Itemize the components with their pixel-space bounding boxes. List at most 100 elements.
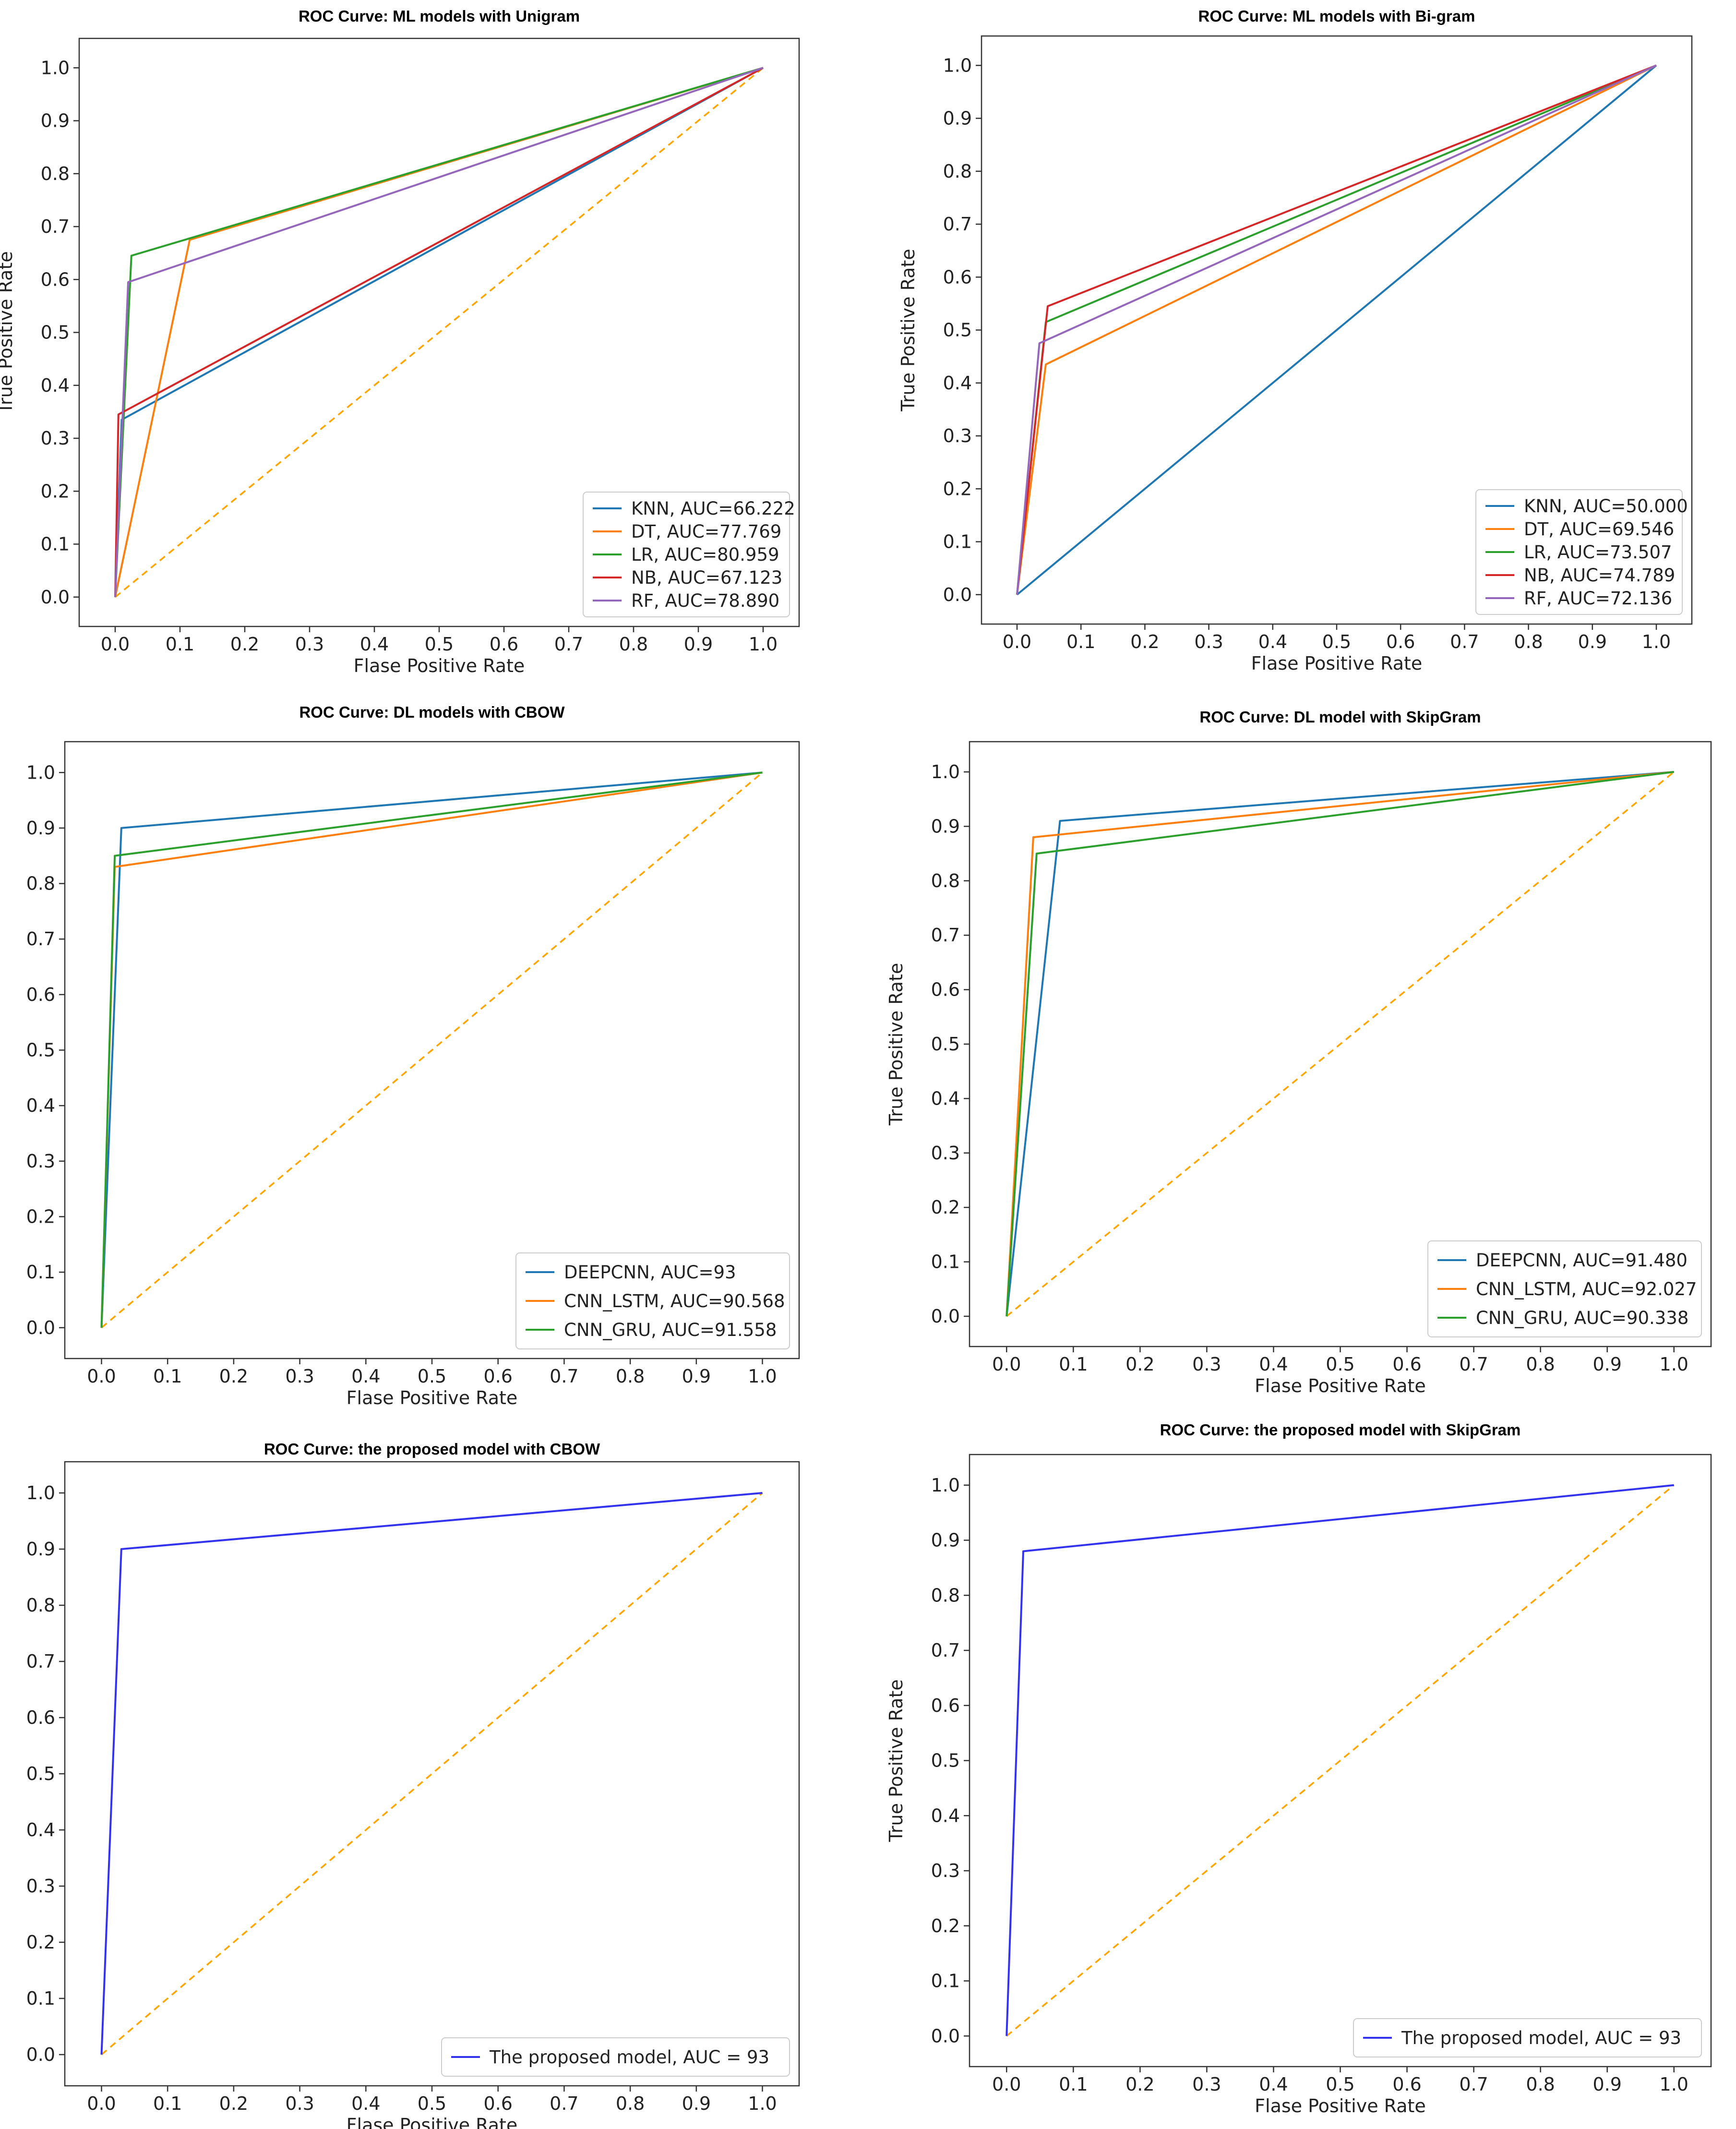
x-tick-label: 0.1 bbox=[1059, 1354, 1088, 1375]
x-tick-label: 0.0 bbox=[101, 634, 130, 655]
roc-curve-1 bbox=[1006, 771, 1674, 1317]
x-tick-label: 0.5 bbox=[418, 2093, 446, 2114]
y-axis-label: True Positive Rate bbox=[0, 1693, 2, 1856]
y-tick-label: 0.3 bbox=[41, 428, 70, 449]
x-tick-label: 0.0 bbox=[992, 2074, 1021, 2095]
y-tick-label: 0.7 bbox=[931, 925, 960, 946]
x-tick-label: 0.6 bbox=[483, 2093, 512, 2114]
x-tick-label: 0.8 bbox=[1514, 631, 1543, 652]
x-tick-label: 0.8 bbox=[1526, 1354, 1555, 1375]
legend-entry: DT, AUC=77.769 bbox=[631, 521, 781, 542]
legend-entry: DEEPCNN, AUC=93 bbox=[564, 1262, 736, 1283]
y-tick-label: 0.2 bbox=[26, 1932, 55, 1953]
x-axis-label: Flase Positive Rate bbox=[1255, 1375, 1426, 1396]
legend-entry: RF, AUC=78.890 bbox=[631, 590, 779, 611]
roc-curve-3 bbox=[100, 771, 763, 1328]
x-tick-label: 0.4 bbox=[1259, 2074, 1288, 2095]
y-tick-label: 0.3 bbox=[26, 1151, 55, 1172]
x-tick-label: 1.0 bbox=[1642, 631, 1671, 652]
y-tick-label: 0.2 bbox=[931, 1197, 960, 1218]
roc-curve-4 bbox=[114, 67, 764, 597]
x-tick-label: 0.6 bbox=[483, 1366, 512, 1387]
y-tick-label: 0.8 bbox=[943, 161, 972, 182]
x-axis-label: Flase Positive Rate bbox=[1255, 2095, 1426, 2117]
chance-diagonal-line bbox=[1006, 1484, 1675, 2037]
chance-diagonal-line bbox=[1006, 771, 1675, 1317]
x-tick-label: 0.6 bbox=[1392, 1354, 1421, 1375]
x-tick-label: 0.3 bbox=[285, 2093, 314, 2114]
x-axis-label: Flase Positive Rate bbox=[354, 655, 525, 676]
roc-curve-3 bbox=[1006, 771, 1675, 1317]
y-tick-label: 0.6 bbox=[26, 984, 55, 1005]
y-tick-label: 0.0 bbox=[26, 2044, 55, 2065]
x-tick-label: 0.0 bbox=[992, 1354, 1021, 1375]
legend-box bbox=[1353, 2018, 1702, 2057]
y-tick-label: 1.0 bbox=[931, 1475, 960, 1496]
y-tick-label: 0.9 bbox=[931, 816, 960, 837]
y-axis-label: True Positive Rate bbox=[0, 251, 16, 414]
x-tick-label: 0.2 bbox=[1125, 2074, 1154, 2095]
y-tick-label: 0.0 bbox=[26, 1317, 55, 1338]
legend-entry: The proposed model, AUC = 93 bbox=[489, 2047, 769, 2068]
y-tick-label: 0.4 bbox=[943, 373, 972, 394]
y-tick-label: 0.7 bbox=[931, 1640, 960, 1661]
x-tick-label: 0.0 bbox=[1003, 631, 1031, 652]
x-tick-label: 0.7 bbox=[550, 1366, 578, 1387]
y-tick-label: 0.9 bbox=[26, 1539, 55, 1560]
legend-entry: DEEPCNN, AUC=91.480 bbox=[1476, 1250, 1688, 1271]
x-tick-label: 0.5 bbox=[425, 634, 454, 655]
y-tick-label: 0.8 bbox=[26, 1595, 55, 1616]
y-tick-label: 0.4 bbox=[26, 1819, 55, 1840]
legend-entry: KNN, AUC=50.000 bbox=[1524, 496, 1688, 517]
y-tick-label: 0.4 bbox=[931, 1805, 960, 1826]
chart-panel-5: ROC Curve: the proposed model with CBOW 0… bbox=[0, 1440, 800, 2129]
y-tick-label: 1.0 bbox=[26, 1482, 55, 1504]
y-tick-label: 0.6 bbox=[41, 269, 70, 290]
x-tick-label: 0.3 bbox=[1192, 2074, 1221, 2095]
roc-curve-1 bbox=[100, 1492, 763, 2055]
x-tick-label: 0.8 bbox=[616, 2093, 645, 2114]
y-tick-label: 0.2 bbox=[943, 478, 972, 499]
y-tick-label: 0.4 bbox=[41, 375, 70, 396]
chart-panel-4: ROC Curve: DL model with SkipGram 0.0 0.1 0… bbox=[886, 708, 1712, 1396]
y-tick-label: 1.0 bbox=[931, 761, 960, 782]
x-tick-label: 0.1 bbox=[1066, 631, 1095, 652]
roc-curve-1 bbox=[100, 771, 763, 1328]
y-tick-label: 0.2 bbox=[41, 481, 70, 502]
x-tick-label: 0.9 bbox=[1592, 1354, 1621, 1375]
y-tick-label: 0.6 bbox=[931, 979, 960, 1000]
y-tick-label: 0.3 bbox=[26, 1876, 55, 1897]
roc-curve-5 bbox=[1016, 64, 1657, 595]
y-tick-label: 0.7 bbox=[26, 1651, 55, 1672]
legend: DEEPCNN, AUC=93 CNN_LSTM, AUC=90.568 CNN_G… bbox=[515, 1252, 790, 1349]
legend-entry: CNN_LSTM, AUC=90.568 bbox=[564, 1291, 785, 1311]
y-tick-label: 0.3 bbox=[931, 1143, 960, 1164]
legend-entry: CNN_GRU, AUC=91.558 bbox=[564, 1320, 777, 1340]
x-tick-label: 0.4 bbox=[1259, 1354, 1288, 1375]
x-tick-label: 0.3 bbox=[1192, 1354, 1221, 1375]
x-tick-label: 1.0 bbox=[1660, 1354, 1688, 1375]
chart-title: ROC Curve: ML models with Unigram bbox=[299, 7, 580, 25]
x-tick-label: 0.1 bbox=[1059, 2074, 1088, 2095]
x-tick-label: 0.8 bbox=[619, 634, 648, 655]
chart-title: ROC Curve: the proposed model with SkipG… bbox=[1160, 1421, 1521, 1439]
x-tick-label: 0.6 bbox=[1392, 2074, 1421, 2095]
y-tick-label: 0.6 bbox=[943, 266, 972, 288]
y-tick-label: 0.1 bbox=[41, 534, 70, 555]
y-tick-label: 0.1 bbox=[26, 1262, 55, 1283]
legend-box bbox=[1427, 1240, 1702, 1337]
legend: DEEPCNN, AUC=91.480 CNN_LSTM, AUC=92.027 C… bbox=[1427, 1240, 1702, 1337]
x-tick-label: 0.2 bbox=[1125, 1354, 1154, 1375]
y-tick-label: 0.8 bbox=[931, 1585, 960, 1606]
legend-entry: KNN, AUC=66.222 bbox=[631, 498, 795, 519]
roc-curve-4 bbox=[1016, 64, 1657, 595]
legend-entry: LR, AUC=80.959 bbox=[631, 544, 779, 565]
roc-curve-1 bbox=[1016, 64, 1657, 596]
x-tick-label: 0.7 bbox=[554, 634, 583, 655]
roc-curve-5 bbox=[114, 67, 764, 597]
x-tick-label: 0.8 bbox=[1526, 2074, 1555, 2095]
chart-title: ROC Curve: DL model with SkipGram bbox=[1199, 708, 1481, 726]
x-tick-label: 0.4 bbox=[351, 1366, 380, 1387]
